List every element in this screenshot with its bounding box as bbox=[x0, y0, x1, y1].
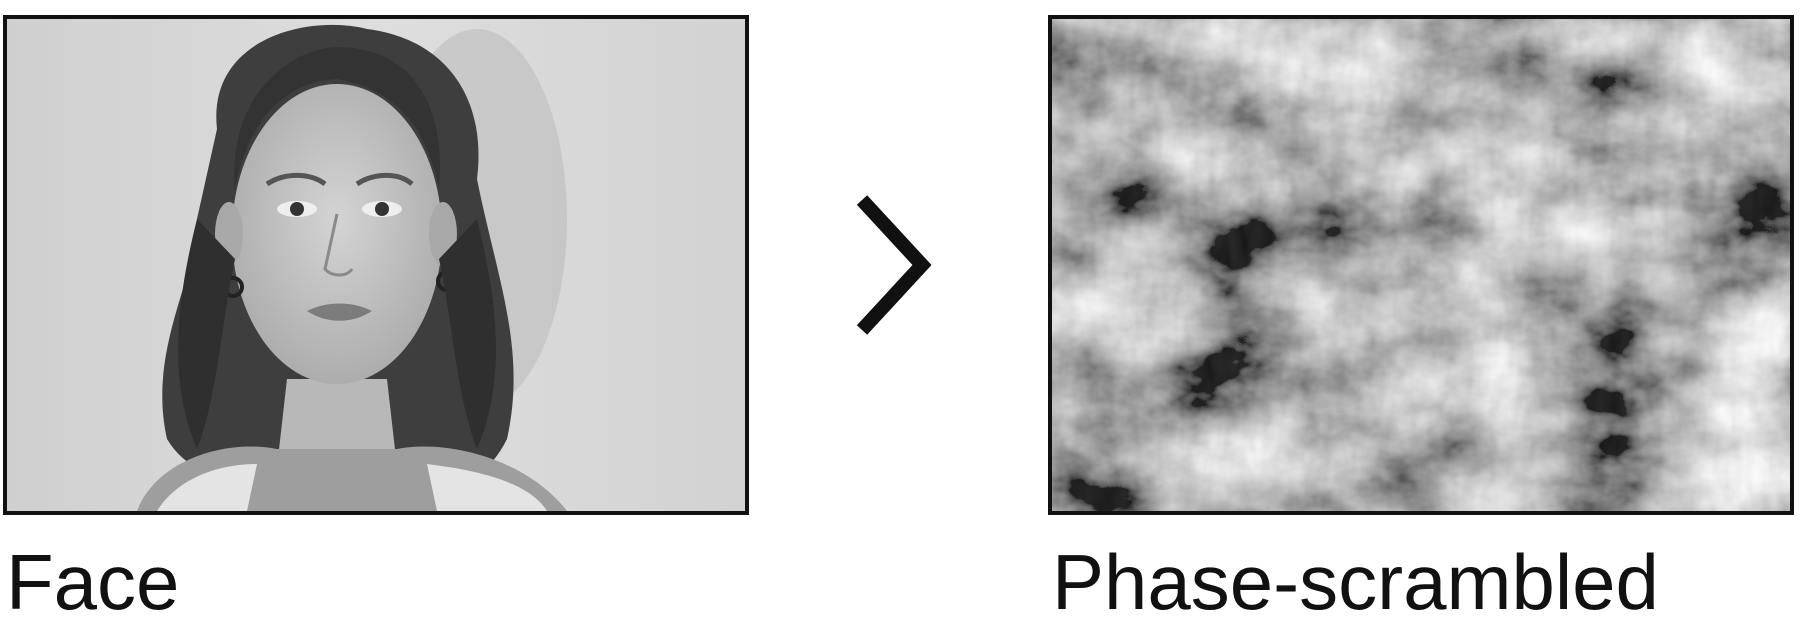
face-image bbox=[3, 15, 749, 515]
noise-texture bbox=[1052, 19, 1790, 511]
face-photo bbox=[7, 19, 745, 511]
phase-scrambled-image bbox=[1048, 15, 1794, 515]
phase-scrambled-caption: Phase-scrambled bbox=[1052, 538, 1659, 626]
greater-than-icon bbox=[856, 195, 932, 335]
face-caption: Face bbox=[6, 538, 180, 626]
